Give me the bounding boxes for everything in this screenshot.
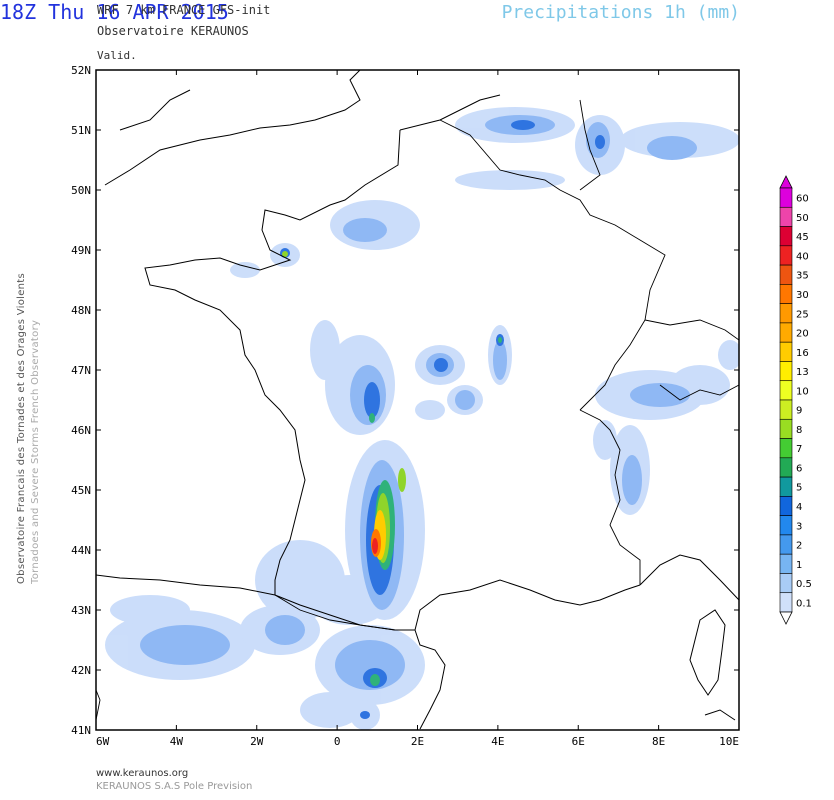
lon-label: 4W (170, 735, 184, 748)
lon-label: 2E (411, 735, 424, 748)
lat-label: 50N (71, 184, 91, 197)
lat-label: 46N (71, 424, 91, 437)
country-borders (96, 99, 739, 721)
lon-label: 0 (334, 735, 341, 748)
precipitation-field (105, 107, 739, 730)
lat-label: 44N (71, 544, 91, 557)
lat-label: 51N (71, 124, 91, 137)
lat-label: 47N (71, 364, 91, 377)
colorbar-label: 45 (796, 232, 809, 243)
lon-label: 4E (491, 735, 504, 748)
colorbar-swatch (779, 573, 793, 594)
lat-label: 52N (71, 64, 91, 77)
colorbar-bottom-arrow (779, 611, 793, 625)
footer-credit: KERAUNOS S.A.S Pole Prevision (96, 781, 253, 792)
colorbar-swatch (779, 361, 793, 382)
lon-label: 10E (719, 735, 739, 748)
colorbar-swatch (779, 476, 793, 497)
colorbar-swatch (779, 226, 793, 247)
latitude-axis: 52N 51N 50N 49N 48N 47N 46N 45N 44N 43N 42N 41N (71, 64, 739, 737)
colorbar-swatch (779, 245, 793, 266)
valid-label: Valid. (97, 49, 137, 62)
colorbar-label: 50 (796, 213, 809, 224)
colorbar-swatch (779, 534, 793, 555)
colorbar-label: 40 (796, 251, 809, 262)
colorbar-label: 1 (796, 560, 802, 571)
colorbar-swatch (779, 418, 793, 439)
valid-time: 18Z Thu 16 APR 2015 (0, 0, 229, 24)
colorbar-label: 60 (796, 194, 809, 205)
colorbar-label: 13 (796, 367, 809, 378)
colorbar-swatch (779, 515, 793, 536)
colorbar-legend: 60 50 45 40 35 30 25 20 16 13 10 9 8 7 6 5 4 3 2 1 0.5 0.1 (779, 175, 812, 625)
colorbar-label: 4 (796, 502, 802, 513)
colorbar-label: 9 (796, 406, 802, 417)
colorbar-label: 5 (796, 483, 802, 494)
lon-label: 6E (572, 735, 585, 748)
colorbar-label: 25 (796, 309, 809, 320)
colorbar-label: 6 (796, 463, 802, 474)
footer-url: www.keraunos.org (96, 768, 189, 779)
colorbar-swatch (779, 284, 793, 304)
colorbar-label: 2 (796, 541, 802, 552)
colorbar-label: 0.5 (796, 579, 812, 590)
colorbar-swatch (779, 264, 793, 285)
lon-label: 2W (250, 735, 264, 748)
colorbar-label: 35 (796, 271, 809, 282)
colorbar-swatch (779, 380, 793, 401)
colorbar-label: 16 (796, 348, 809, 359)
colorbar-swatch (779, 341, 793, 362)
colorbar-label: 0.1 (796, 598, 812, 609)
colorbar-label: 8 (796, 425, 802, 436)
lon-label: 6W (96, 735, 110, 748)
lat-label: 48N (71, 304, 91, 317)
colorbar-swatch (779, 457, 793, 478)
colorbar-swatch (779, 438, 793, 459)
longitude-axis: 6W 4W 2W 0 2E 4E 6E 8E 10E (95, 70, 740, 748)
lat-label: 49N (71, 244, 91, 257)
lat-label: 45N (71, 484, 91, 497)
model-info: WRF 7 km FRANCE GFS-init (97, 3, 271, 17)
colorbar-swatch (779, 322, 793, 343)
lat-label: 43N (71, 604, 91, 617)
lon-label: 8E (652, 735, 665, 748)
colorbar-swatch (779, 399, 793, 420)
colorbar-label: 7 (796, 444, 802, 455)
colorbar-label: 10 (796, 386, 809, 397)
colorbar-swatch (779, 592, 793, 613)
colorbar-swatch (779, 496, 793, 516)
lat-label: 41N (71, 724, 91, 737)
colorbar-swatch (779, 187, 793, 208)
observatory-name: Observatoire KERAUNOS (97, 24, 249, 38)
colorbar-top-arrow (779, 175, 793, 189)
colorbar-label: 3 (796, 521, 802, 532)
map-title: Precipitations 1h (mm) (501, 2, 740, 23)
coastlines (96, 70, 739, 730)
lat-label: 42N (71, 664, 91, 677)
colorbar-label: 20 (796, 329, 809, 340)
colorbar-swatch (779, 206, 793, 227)
colorbar-label: 30 (796, 290, 809, 301)
colorbar-swatch (779, 553, 793, 574)
colorbar-swatch (779, 303, 793, 324)
